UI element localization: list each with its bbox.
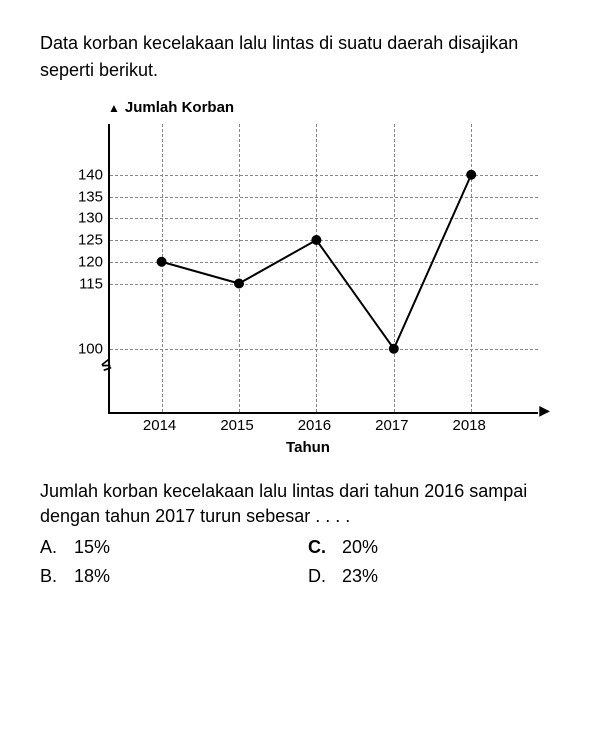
y-tick-label: 120 <box>58 253 103 270</box>
chart-marker <box>311 235 321 245</box>
chart-marker <box>466 170 476 180</box>
option-letter-b: B. <box>40 562 62 591</box>
x-tick-label: 2018 <box>453 417 486 434</box>
chart-plot-area: ▶ <box>108 124 538 414</box>
option-text-a: 15% <box>74 533 110 562</box>
option-text-b: 18% <box>74 562 110 591</box>
x-tick-label: 2015 <box>220 417 253 434</box>
y-axis-title: Jumlah Korban <box>108 99 234 116</box>
answer-options: A. 15% C. 20% B. 18% D. 23% <box>40 533 576 591</box>
option-letter-c: C. <box>308 533 330 562</box>
chart-marker <box>234 279 244 289</box>
y-tick-label: 130 <box>58 210 103 227</box>
option-c: C. 20% <box>308 533 576 562</box>
option-a: A. 15% <box>40 533 308 562</box>
chart-svg <box>110 124 540 414</box>
y-tick-label: 135 <box>58 188 103 205</box>
option-letter-d: D. <box>308 562 330 591</box>
x-axis-arrow-icon: ▶ <box>539 402 550 419</box>
question-followup: Jumlah korban kecelakaan lalu lintas dar… <box>40 479 576 529</box>
chart-line <box>162 175 472 349</box>
option-letter-a: A. <box>40 533 62 562</box>
chart-marker <box>157 257 167 267</box>
chart-marker <box>389 344 399 354</box>
option-text-c: 20% <box>342 533 378 562</box>
option-d: D. 23% <box>308 562 576 591</box>
x-tick-label: 2017 <box>375 417 408 434</box>
question-intro: Data korban kecelakaan lalu lintas di su… <box>40 30 576 84</box>
option-text-d: 23% <box>342 562 378 591</box>
x-tick-label: 2016 <box>298 417 331 434</box>
x-tick-label: 2014 <box>143 417 176 434</box>
y-tick-label: 100 <box>58 340 103 357</box>
line-chart: Jumlah Korban ▶ 100 115 120 125 130 135 140 20… <box>58 99 558 459</box>
y-tick-label: 140 <box>58 166 103 183</box>
y-tick-label: 115 <box>58 275 103 292</box>
y-tick-label: 125 <box>58 232 103 249</box>
x-axis-title: Tahun <box>286 439 330 456</box>
option-b: B. 18% <box>40 562 308 591</box>
